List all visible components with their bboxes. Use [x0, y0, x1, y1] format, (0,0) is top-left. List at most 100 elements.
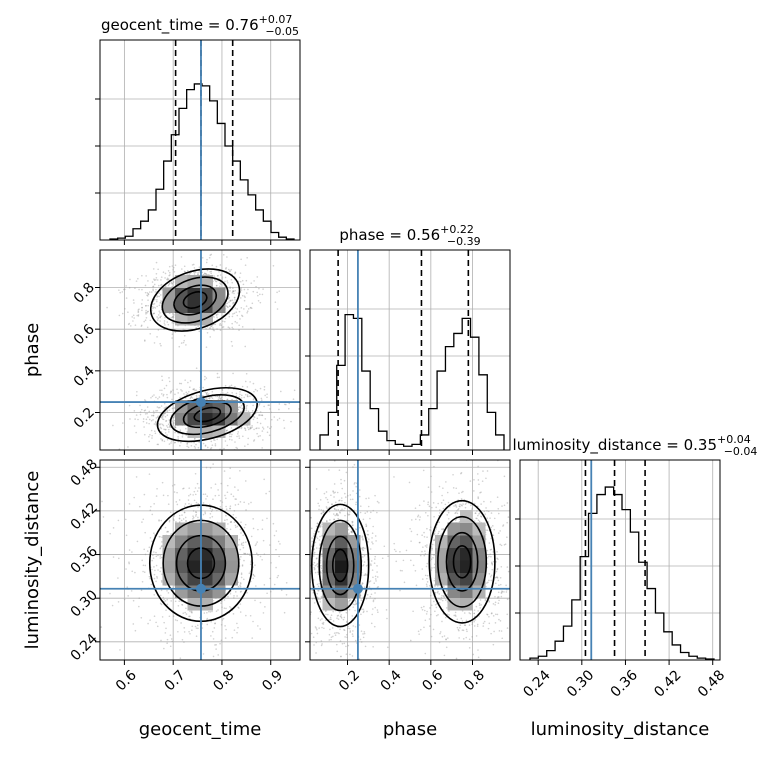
sample-point: [163, 320, 166, 322]
sample-point: [254, 564, 256, 566]
sample-point: [181, 603, 183, 606]
sample-point: [480, 515, 483, 518]
sample-point: [311, 597, 314, 600]
sample-point: [285, 582, 288, 584]
sample-point: [348, 600, 351, 602]
sample-point: [243, 288, 246, 291]
sample-point: [101, 500, 103, 503]
sample-point: [121, 291, 124, 293]
sample-point: [249, 554, 251, 557]
sample-point: [168, 380, 171, 383]
sample-point: [226, 527, 228, 530]
sample-point: [217, 489, 219, 491]
sample-point: [361, 583, 363, 586]
sample-point: [172, 615, 175, 618]
sample-point: [172, 421, 175, 424]
sample-point: [459, 624, 462, 627]
sample-point: [160, 301, 162, 304]
sample-point: [242, 534, 245, 537]
sample-point: [369, 681, 371, 683]
sample-point: [134, 629, 137, 632]
sample-point: [186, 269, 189, 272]
sample-point: [166, 530, 169, 533]
sample-point: [228, 315, 231, 318]
sample-point: [189, 380, 192, 382]
sample-point: [232, 513, 235, 516]
sample-point: [206, 611, 208, 614]
sample-point: [206, 258, 208, 261]
sample-point: [313, 561, 316, 564]
sample-point: [189, 493, 192, 496]
density-cell: [162, 300, 176, 313]
sample-point: [156, 625, 159, 628]
sample-point: [341, 499, 343, 502]
sample-point: [310, 611, 312, 613]
sample-point: [206, 398, 208, 400]
sample-point: [265, 492, 267, 495]
sample-point: [224, 276, 227, 279]
sample-point: [148, 422, 150, 425]
sample-point: [213, 316, 215, 318]
sample-point: [316, 583, 319, 586]
contour-level: [182, 291, 208, 309]
sample-point: [270, 411, 272, 414]
sample-point: [214, 622, 216, 624]
sample-point: [483, 510, 486, 513]
truth-marker: [195, 397, 206, 408]
sample-point: [426, 562, 429, 565]
sample-point: [164, 600, 167, 602]
sample-point: [229, 305, 231, 307]
sample-point: [307, 400, 309, 402]
sample-point: [171, 451, 173, 453]
sample-point: [317, 598, 320, 600]
sample-point: [221, 326, 224, 329]
sample-point: [196, 624, 199, 627]
sample-point: [262, 439, 264, 441]
sample-point: [322, 511, 325, 514]
sample-point: [244, 552, 247, 555]
sample-point: [254, 388, 257, 391]
sample-point: [354, 639, 357, 642]
sample-point: [352, 625, 355, 627]
sample-point: [128, 561, 130, 563]
sample-point: [106, 306, 108, 309]
sample-point: [230, 278, 233, 281]
sample-point: [336, 650, 339, 653]
sample-point: [174, 425, 176, 427]
sample-point: [233, 292, 235, 295]
density-cell: [175, 300, 188, 313]
sample-point: [361, 536, 363, 539]
sample-point: [323, 510, 325, 513]
sample-point: [236, 631, 238, 634]
density-cell: [212, 412, 226, 426]
sample-point: [191, 629, 193, 631]
sample-point: [325, 520, 328, 522]
sample-point: [280, 390, 282, 393]
density-cell: [225, 547, 238, 561]
sample-point: [169, 426, 171, 429]
sample-point: [361, 608, 363, 611]
sample-point: [318, 508, 320, 511]
sample-point: [319, 525, 321, 528]
sample-point: [167, 270, 170, 272]
sample-point: [224, 440, 227, 442]
sample-point: [343, 479, 346, 482]
sample-point: [313, 567, 316, 570]
sample-point: [278, 290, 281, 292]
sample-point: [351, 522, 354, 524]
sample-point: [438, 593, 441, 595]
sample-point: [255, 427, 257, 430]
sample-point: [223, 447, 225, 450]
sample-point: [473, 615, 476, 618]
sample-point: [424, 652, 427, 655]
sample-point: [315, 536, 318, 538]
sample-point: [219, 329, 222, 331]
sample-point: [227, 523, 229, 525]
sample-point: [164, 428, 167, 431]
sample-point: [336, 505, 339, 507]
sample-point: [361, 547, 363, 550]
sample-point: [228, 296, 231, 299]
sample-point: [246, 591, 248, 594]
sample-point: [302, 579, 304, 581]
sample-point: [256, 541, 258, 543]
